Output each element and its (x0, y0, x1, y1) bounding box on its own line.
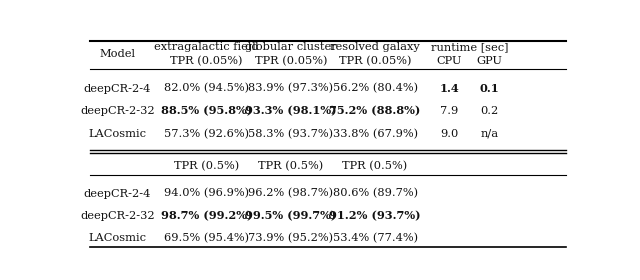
Text: n/a: n/a (480, 129, 499, 139)
Text: resolved galaxy: resolved galaxy (330, 42, 420, 52)
Text: deepCR-2-32: deepCR-2-32 (80, 211, 154, 221)
Text: LACosmic: LACosmic (88, 233, 146, 243)
Text: extragalactic field: extragalactic field (154, 42, 259, 52)
Text: 93.3% (98.1%): 93.3% (98.1%) (245, 106, 337, 117)
Text: deepCR-2-4: deepCR-2-4 (83, 83, 151, 94)
Text: 53.4% (77.4%): 53.4% (77.4%) (333, 233, 418, 243)
Text: 91.2% (93.7%): 91.2% (93.7%) (330, 210, 421, 221)
Text: 80.6% (89.7%): 80.6% (89.7%) (333, 188, 418, 199)
Text: 0.1: 0.1 (479, 83, 499, 94)
Text: CPU: CPU (436, 56, 462, 66)
Text: TPR (0.05%): TPR (0.05%) (255, 56, 327, 66)
Text: Model: Model (99, 49, 135, 59)
Text: runtime [sec]: runtime [sec] (431, 42, 508, 52)
Text: 98.7% (99.2%): 98.7% (99.2%) (161, 210, 252, 221)
Text: globular cluster: globular cluster (245, 42, 337, 52)
Text: deepCR-2-4: deepCR-2-4 (83, 188, 151, 199)
Text: 7.9: 7.9 (440, 106, 459, 116)
Text: 94.0% (96.9%): 94.0% (96.9%) (164, 188, 249, 199)
Text: 69.5% (95.4%): 69.5% (95.4%) (164, 233, 249, 243)
Text: GPU: GPU (476, 56, 502, 66)
Text: 99.5% (99.7%): 99.5% (99.7%) (245, 210, 337, 221)
Text: TPR (0.05%): TPR (0.05%) (170, 56, 243, 66)
Text: 0.2: 0.2 (480, 106, 499, 116)
Text: TPR (0.5%): TPR (0.5%) (258, 161, 323, 171)
Text: TPR (0.05%): TPR (0.05%) (339, 56, 412, 66)
Text: 96.2% (98.7%): 96.2% (98.7%) (248, 188, 333, 199)
Text: 73.9% (95.2%): 73.9% (95.2%) (248, 233, 333, 243)
Text: 9.0: 9.0 (440, 129, 459, 139)
Text: 75.2% (88.8%): 75.2% (88.8%) (330, 106, 421, 117)
Text: 33.8% (67.9%): 33.8% (67.9%) (333, 129, 418, 139)
Text: LACosmic: LACosmic (88, 129, 146, 139)
Text: 1.4: 1.4 (440, 83, 460, 94)
Text: deepCR-2-32: deepCR-2-32 (80, 106, 154, 116)
Text: 58.3% (93.7%): 58.3% (93.7%) (248, 129, 333, 139)
Text: TPR (0.5%): TPR (0.5%) (174, 161, 239, 171)
Text: 82.0% (94.5%): 82.0% (94.5%) (164, 83, 249, 94)
Text: TPR (0.5%): TPR (0.5%) (342, 161, 408, 171)
Text: 57.3% (92.6%): 57.3% (92.6%) (164, 129, 249, 139)
Text: 83.9% (97.3%): 83.9% (97.3%) (248, 83, 333, 94)
Text: 88.5% (95.8%): 88.5% (95.8%) (161, 106, 252, 117)
Text: 56.2% (80.4%): 56.2% (80.4%) (333, 83, 418, 94)
